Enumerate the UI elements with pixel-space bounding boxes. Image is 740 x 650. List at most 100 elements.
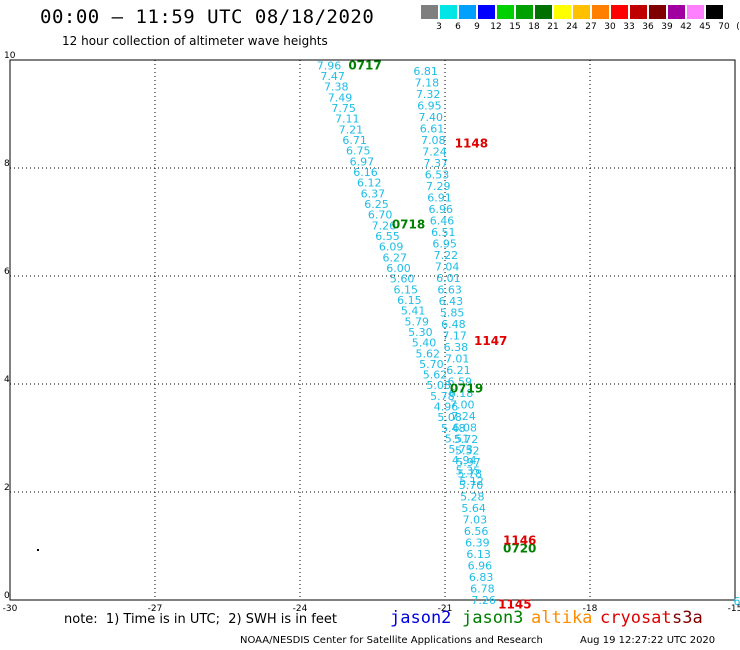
swh-value-track2: 6.13 — [466, 548, 491, 561]
swh-value-track2: 6.78 — [470, 582, 495, 595]
scale-swatch — [535, 5, 552, 19]
swh-value-track2: 7.26 — [471, 594, 496, 607]
swh-value-track1: 5.62 — [415, 347, 440, 360]
scale-label: 39 — [661, 22, 673, 32]
swh-value-track2: 6.96 — [429, 203, 454, 216]
swh-value-track2: 5.28 — [460, 490, 485, 503]
swh-value-track2: 7.29 — [426, 180, 451, 193]
scale-swatch — [706, 5, 723, 19]
swh-value-track2: 6.48 — [441, 318, 466, 331]
swh-value-track1: 5.08 — [426, 379, 451, 392]
y-tick-label: 4 — [4, 375, 10, 385]
swh-value-track2: 6.38 — [444, 341, 469, 354]
note-text: note: 1) Time is in UTC; 2) SWH is in fe… — [64, 612, 337, 627]
swh-value-track2: 6.83 — [469, 571, 494, 584]
scale-swatch — [440, 5, 457, 19]
swh-value-track2: 7.40 — [418, 111, 443, 124]
swh-value-track1: 4.94 — [452, 454, 477, 467]
swh-value-track2: 7.22 — [434, 249, 459, 262]
x-tick-label: -30 — [3, 604, 18, 614]
swh-value-track1: 6.09 — [379, 241, 404, 254]
swh-value-track1: 4.96 — [434, 401, 459, 414]
time-label: 0717 — [348, 58, 381, 72]
scale-swatch — [573, 5, 590, 19]
swh-value-track2: 6.46 — [430, 214, 455, 227]
swh-value-track2: 5.72 — [454, 433, 479, 446]
swh-value-track1: 7.11 — [335, 113, 360, 126]
swh-value-track3: 6.5 — [734, 595, 740, 608]
x-tick-label: -27 — [148, 604, 163, 614]
swh-value-track2: 7.08 — [421, 134, 446, 147]
swh-value-track1: 6.27 — [383, 251, 408, 264]
swh-value-track2: 7.00 — [450, 398, 475, 411]
x-tick-label: -24 — [293, 604, 308, 614]
swh-value-track2: 6.21 — [446, 364, 471, 377]
swh-value-track2: 5.52 — [455, 444, 480, 457]
scale-swatch — [478, 5, 495, 19]
swh-value-track2: 7.32 — [416, 88, 441, 101]
scale-label: 33 — [623, 22, 635, 32]
swh-value-track1: 5.48 — [441, 422, 466, 435]
swh-value-track2: 7.37 — [424, 157, 449, 170]
swh-value-track1: 6.37 — [361, 187, 386, 200]
scale-label: 12 — [490, 22, 502, 32]
swh-value-track1: 6.70 — [368, 209, 393, 222]
scale-swatch — [421, 5, 438, 19]
swh-value-track1: 5.79 — [404, 315, 429, 328]
swh-value-track1: 6.55 — [375, 230, 400, 243]
y-tick-label: 0 — [4, 591, 10, 601]
swh-value-track1: 5.08 — [437, 411, 462, 424]
scale-swatch — [668, 5, 685, 19]
scale-swatch — [649, 5, 666, 19]
scale-label: 18 — [528, 22, 540, 32]
scale-swatch — [459, 5, 476, 19]
swh-value-track1: 7.49 — [328, 91, 353, 104]
swh-value-track2: 6.96 — [468, 559, 493, 572]
time-label: 1145 — [498, 597, 531, 611]
swh-value-track1: 6.15 — [397, 294, 422, 307]
swh-value-track1: 5.78 — [430, 390, 455, 403]
swh-value-track2: 5.78 — [458, 467, 483, 480]
scale-swatch — [554, 5, 571, 19]
swh-value-track1: 5.30 — [408, 326, 433, 339]
legend-jason2: jason2 — [390, 608, 452, 628]
swh-value-track2: 5.70 — [459, 479, 484, 492]
time-label: 1147 — [474, 334, 507, 348]
swh-value-track1: 7.96 — [317, 59, 342, 72]
swh-value-track1: 5.41 — [401, 305, 426, 318]
time-label: 1148 — [455, 137, 488, 151]
swh-value-track2: 6.51 — [431, 226, 456, 239]
swh-value-track1: 5.12 — [459, 475, 484, 488]
scale-swatch — [592, 5, 609, 19]
swh-value-track1: 5.62 — [423, 369, 448, 382]
swh-value-track1: 7.21 — [339, 123, 364, 136]
y-tick-label: 2 — [4, 483, 10, 493]
swh-value-track1: 5.35 — [456, 465, 481, 478]
time-label: 1146 — [503, 534, 536, 548]
footer-credit: NOAA/NESDIS Center for Satellite Applica… — [240, 635, 543, 646]
swh-value-track1: 6.25 — [364, 198, 389, 211]
swh-value-track2: 6.01 — [436, 272, 461, 285]
y-tick-label: 10 — [4, 51, 16, 61]
scale-label: 6 — [455, 22, 461, 32]
legend-s3a: s3a — [672, 608, 703, 628]
scale-label: 30 — [604, 22, 616, 32]
scale-label: 27 — [585, 22, 597, 32]
legend-cryosat: cryosat — [600, 608, 672, 628]
swh-value-track2: 6.53 — [425, 168, 450, 181]
swh-value-track2: 7.17 — [442, 329, 467, 342]
swh-value-track1: 6.12 — [357, 177, 382, 190]
swh-value-track1: 7.47 — [320, 70, 345, 83]
scale-label: 24 — [566, 22, 578, 32]
legend-altika: altika — [531, 608, 593, 628]
page-title: 00:00 – 11:59 UTC 08/18/2020 — [40, 6, 375, 28]
swh-value-track1: 5.51 — [445, 433, 470, 446]
swh-value-track2: 7.24 — [422, 145, 447, 158]
swh-value-track2: 6.95 — [417, 99, 442, 112]
swh-value-track1: 7.75 — [331, 102, 356, 115]
scale-label: 70 — [718, 22, 730, 32]
x-tick-label: -18 — [583, 604, 598, 614]
scale-label: 36 — [642, 22, 654, 32]
swh-value-track2: 6.43 — [439, 295, 464, 308]
scale-label: 45 — [699, 22, 711, 32]
